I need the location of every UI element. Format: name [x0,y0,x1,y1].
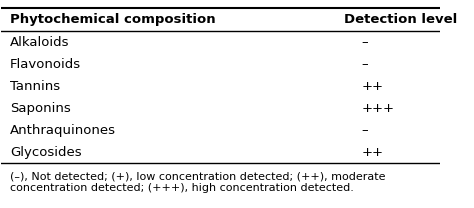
Text: Detection level: Detection level [344,13,457,26]
Text: ++: ++ [361,80,383,93]
Text: Saponins: Saponins [10,102,71,115]
Text: Flavonoids: Flavonoids [10,58,81,71]
Text: Tannins: Tannins [10,80,60,93]
Text: (–), Not detected; (+), low concentration detected; (++), moderate
concentration: (–), Not detected; (+), low concentratio… [10,172,386,193]
Text: –: – [361,124,368,137]
Text: Glycosides: Glycosides [10,146,82,159]
Text: +++: +++ [361,102,394,115]
Text: –: – [361,36,368,49]
Text: ++: ++ [361,146,383,159]
Text: Alkaloids: Alkaloids [10,36,70,49]
Text: Phytochemical composition: Phytochemical composition [10,13,216,26]
Text: Anthraquinones: Anthraquinones [10,124,116,137]
Text: –: – [361,58,368,71]
